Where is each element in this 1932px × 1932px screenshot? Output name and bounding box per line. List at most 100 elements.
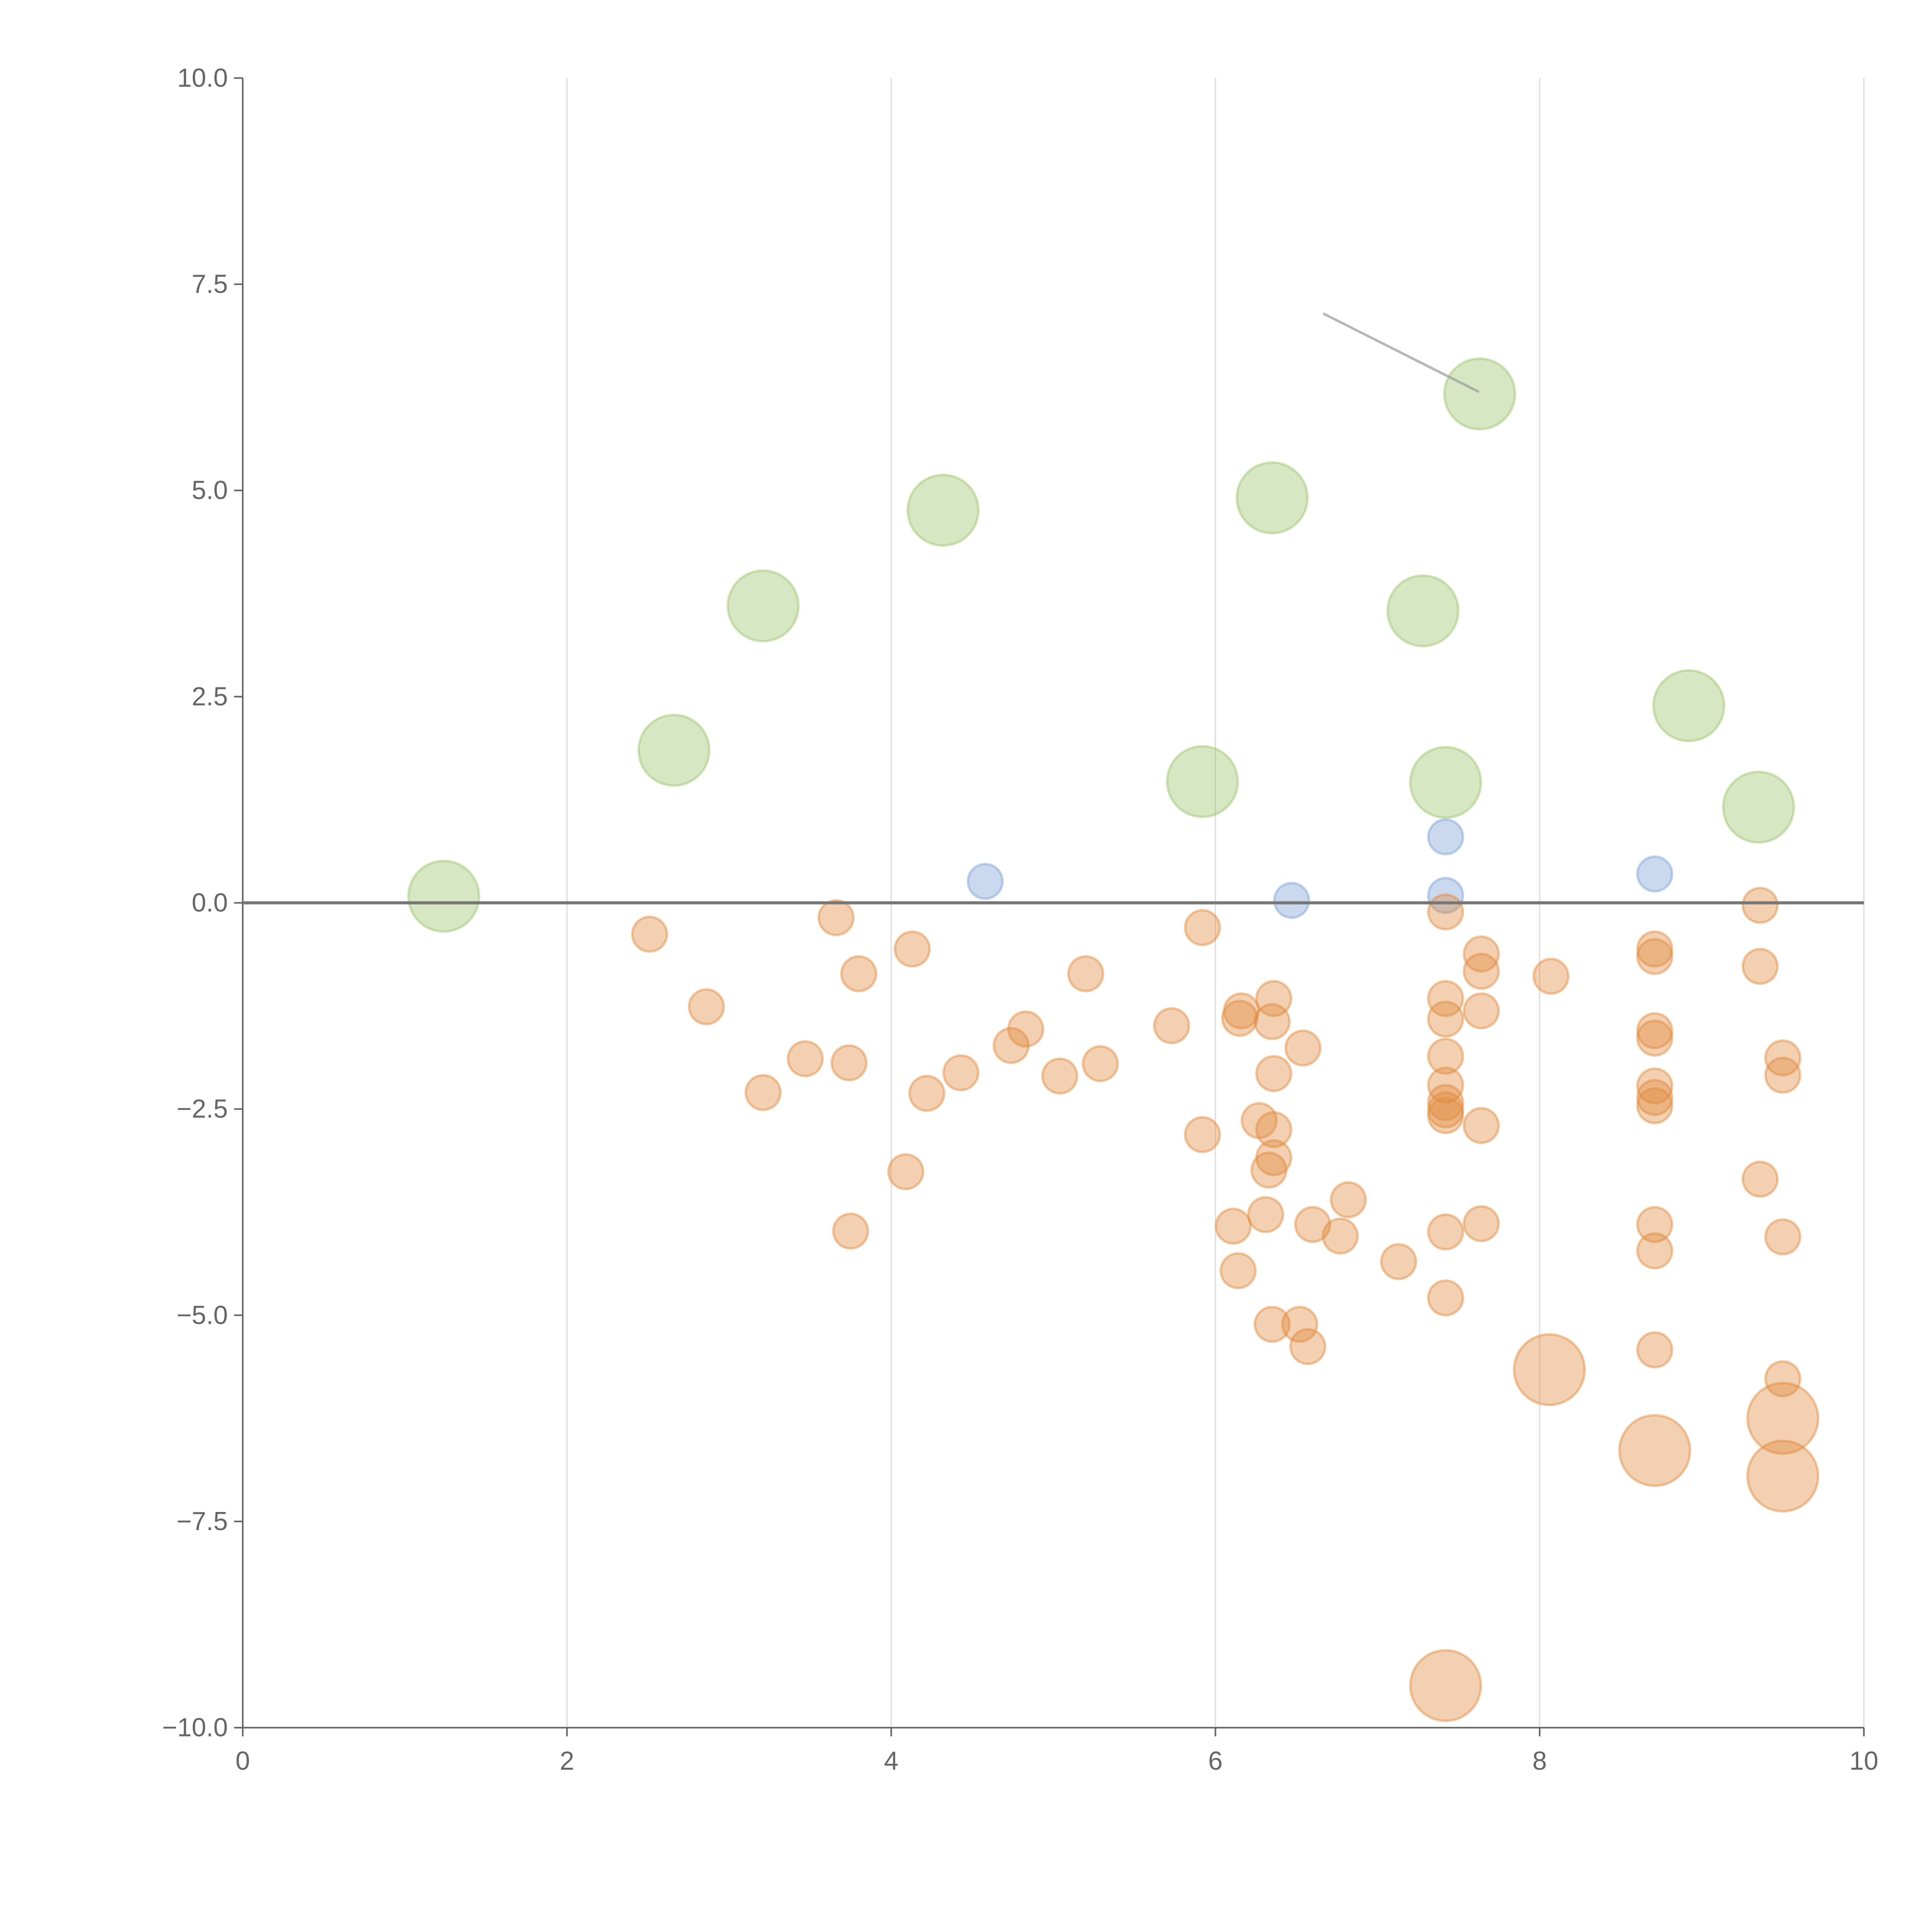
data-point-orange — [832, 1213, 869, 1250]
data-point-orange — [1636, 1206, 1673, 1243]
y-tick-label: 2.5 — [192, 682, 228, 711]
data-point-orange — [688, 988, 725, 1026]
data-point-orange — [1255, 1055, 1293, 1092]
data-point-orange — [893, 930, 931, 968]
data-point-orange — [1330, 1181, 1367, 1219]
data-point-orange — [1764, 1056, 1802, 1094]
data-point-orange — [1427, 1084, 1464, 1121]
y-tick-label: 5.0 — [192, 476, 228, 505]
data-point-orange — [1636, 1079, 1673, 1116]
data-point-orange — [1153, 1007, 1190, 1044]
data-point-orange — [1223, 992, 1260, 1030]
data-point-green — [1652, 669, 1726, 742]
data-point-orange — [1427, 1097, 1464, 1134]
data-point-green — [906, 473, 980, 547]
data-point-blue — [1427, 818, 1464, 855]
data-point-orange-large — [1618, 1414, 1692, 1487]
data-point-orange — [631, 915, 668, 953]
data-point-orange — [1427, 980, 1464, 1017]
data-point-blue — [1273, 882, 1310, 919]
data-point-green — [1166, 745, 1239, 818]
data-point-orange — [1636, 938, 1673, 975]
data-point-orange — [1255, 1139, 1293, 1177]
data-point-orange — [1082, 1045, 1119, 1082]
data-point-green — [1235, 461, 1309, 534]
data-point-orange — [1253, 1003, 1291, 1040]
data-point-orange — [1463, 952, 1500, 990]
y-tick-label: 7.5 — [192, 270, 228, 299]
data-point-orange — [1742, 1160, 1779, 1198]
data-point-orange — [1041, 1057, 1078, 1095]
data-point-orange — [1764, 1039, 1802, 1077]
y-tick-label: −2.5 — [177, 1095, 228, 1124]
data-point-orange — [1427, 1037, 1464, 1075]
x-tick-label: 4 — [884, 1747, 898, 1776]
data-point-orange — [830, 1044, 868, 1082]
data-point-orange — [908, 1075, 946, 1112]
data-point-green — [1443, 357, 1516, 431]
data-point-green — [407, 859, 481, 933]
data-point-orange — [1742, 947, 1779, 985]
annotations — [243, 313, 1864, 905]
data-point-orange — [817, 899, 855, 937]
data-point-orange — [1255, 980, 1293, 1017]
data-point-green — [726, 569, 800, 643]
data-point-orange — [1380, 1243, 1417, 1281]
y-tick-label: 0.0 — [192, 888, 228, 917]
data-point-orange — [1636, 1331, 1673, 1369]
data-point-orange — [887, 1153, 925, 1190]
data-point-orange — [1007, 1010, 1044, 1048]
data-point-orange-large — [1513, 1333, 1586, 1406]
y-tick-label: −10.0 — [162, 1713, 228, 1742]
data-point-orange — [1742, 886, 1779, 924]
data-point-orange — [1532, 957, 1570, 995]
data-point-orange — [1247, 1196, 1284, 1233]
y-tick-label: 10.0 — [177, 63, 228, 92]
data-point-orange-large — [1409, 1649, 1482, 1722]
data-point-orange — [1255, 1111, 1293, 1148]
data-point-orange — [1764, 1360, 1802, 1398]
data-point-orange — [1294, 1206, 1332, 1243]
y-tick-label: −5.0 — [177, 1301, 228, 1330]
data-point-orange — [942, 1054, 980, 1092]
data-point-orange — [1221, 1000, 1259, 1037]
data-point-orange — [1463, 1205, 1500, 1242]
data-point-orange — [1427, 1213, 1464, 1251]
data-point-green — [637, 714, 711, 787]
data-point-orange — [1636, 1019, 1673, 1057]
data-point-orange — [1636, 1232, 1673, 1270]
data-point-orange — [1636, 1067, 1673, 1105]
data-point-orange — [1427, 1279, 1464, 1317]
data-point-orange — [1463, 1107, 1500, 1144]
data-point-blue — [1636, 855, 1673, 893]
data-point-orange — [1636, 1012, 1673, 1049]
data-point-orange — [1067, 955, 1104, 993]
data-point-orange — [1427, 1000, 1464, 1038]
data-point-orange — [1184, 1116, 1221, 1153]
data-point-orange — [1289, 1328, 1327, 1366]
data-point-orange-large — [1746, 1382, 1820, 1455]
annotation-leader-line — [1323, 313, 1480, 393]
data-point-orange — [1764, 1218, 1802, 1256]
data-point-orange — [1214, 1208, 1252, 1245]
data-point-orange — [840, 955, 878, 993]
data-point-orange — [1636, 930, 1673, 968]
data-point-orange — [1184, 909, 1221, 946]
data-point-orange — [1240, 1102, 1278, 1139]
data-point-orange — [1636, 1087, 1673, 1124]
data-point-orange — [1427, 1066, 1464, 1104]
x-tick-label: 8 — [1532, 1747, 1547, 1776]
data-point-green — [1722, 770, 1795, 844]
data-point-orange — [1253, 1306, 1291, 1343]
ticks: 0 2 4 6 8 10 10.0 7.5 5.0 2.5 0.0 −2.5 −5.0 −7.5 −10.0 — [162, 63, 1878, 1776]
data-point-orange — [1284, 1029, 1322, 1067]
x-tick-label: 0 — [235, 1747, 250, 1776]
data-point-orange — [1427, 893, 1464, 931]
x-tick-label: 6 — [1208, 1747, 1223, 1776]
data-point-green — [1409, 746, 1482, 819]
data-point-orange — [1219, 1252, 1257, 1289]
data-point-orange — [1463, 992, 1500, 1030]
data-point-orange — [1321, 1217, 1359, 1255]
data-point-orange — [744, 1074, 782, 1111]
